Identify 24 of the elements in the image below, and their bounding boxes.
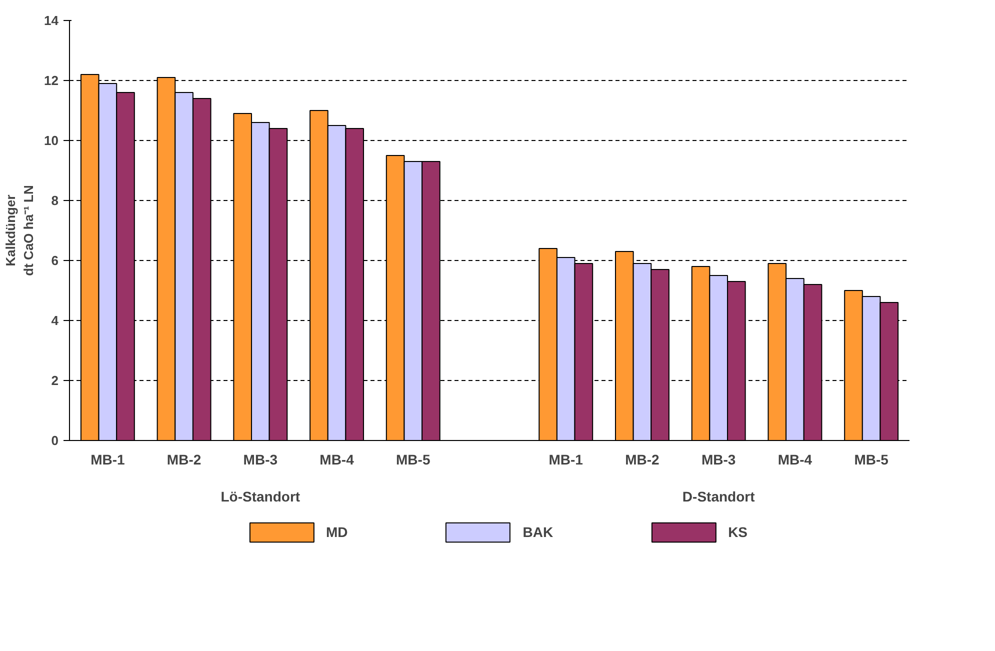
y-tick-label: 2 <box>51 373 59 388</box>
y-tick-label: 12 <box>44 73 59 88</box>
x-tick-label: MB-5 <box>854 452 889 468</box>
legend-label: KS <box>728 524 748 540</box>
y-tick-label: 4 <box>51 313 60 328</box>
x-tick-label: MB-5 <box>396 452 430 468</box>
y-tick-label: 6 <box>51 253 59 268</box>
legend-label: MD <box>326 524 348 540</box>
x-tick-label: MB-1 <box>548 452 584 468</box>
y-tick-label: 0 <box>51 433 59 448</box>
x-tick-label: MB-3 <box>243 452 278 468</box>
x-tick-label: MB-4 <box>320 452 354 468</box>
x-tick-label: MB-1 <box>90 452 126 468</box>
text: Lö-Standort <box>220 488 300 504</box>
legend-label: BAK <box>522 524 554 540</box>
text: D-Standort <box>682 488 756 504</box>
x-tick-label: MB-4 <box>778 452 812 468</box>
x-tick-label: MB-3 <box>701 452 736 468</box>
y-tick-label: 14 <box>44 13 60 28</box>
y-tick-label: 8 <box>51 193 59 208</box>
y-tick-label: 10 <box>44 133 59 148</box>
y-axis-title: Kalkdünger dt CaO ha⁻¹ LN <box>3 185 36 276</box>
x-tick-label: MB-2 <box>625 452 660 468</box>
x-tick-label: MB-2 <box>166 452 202 468</box>
